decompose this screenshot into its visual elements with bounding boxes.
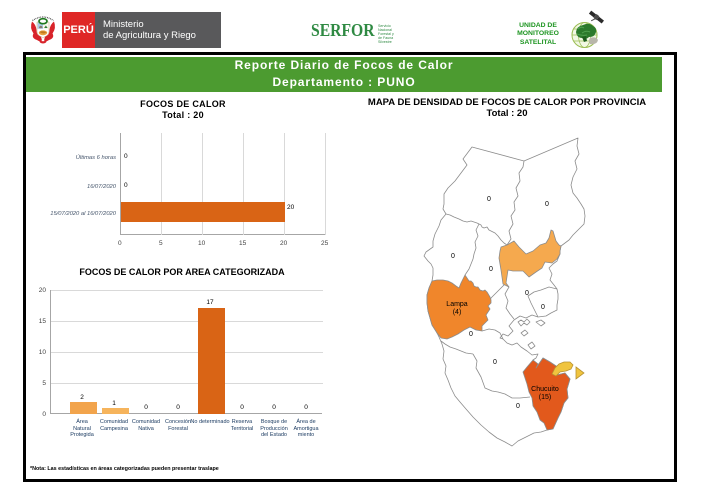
svg-text:Chucuito: Chucuito [531, 386, 559, 393]
svg-text:Lampa: Lampa [446, 301, 468, 308]
svg-text:0: 0 [545, 201, 549, 208]
svg-text:0: 0 [525, 290, 529, 297]
svg-text:0: 0 [493, 359, 497, 366]
svg-text:0: 0 [451, 253, 455, 260]
svg-text:0: 0 [469, 331, 473, 338]
svg-text:(15): (15) [539, 394, 551, 401]
svg-text:0: 0 [489, 266, 493, 273]
svg-text:0: 0 [541, 304, 545, 311]
svg-text:(4): (4) [453, 309, 462, 316]
svg-text:0: 0 [516, 403, 520, 410]
svg-text:0: 0 [487, 196, 491, 203]
